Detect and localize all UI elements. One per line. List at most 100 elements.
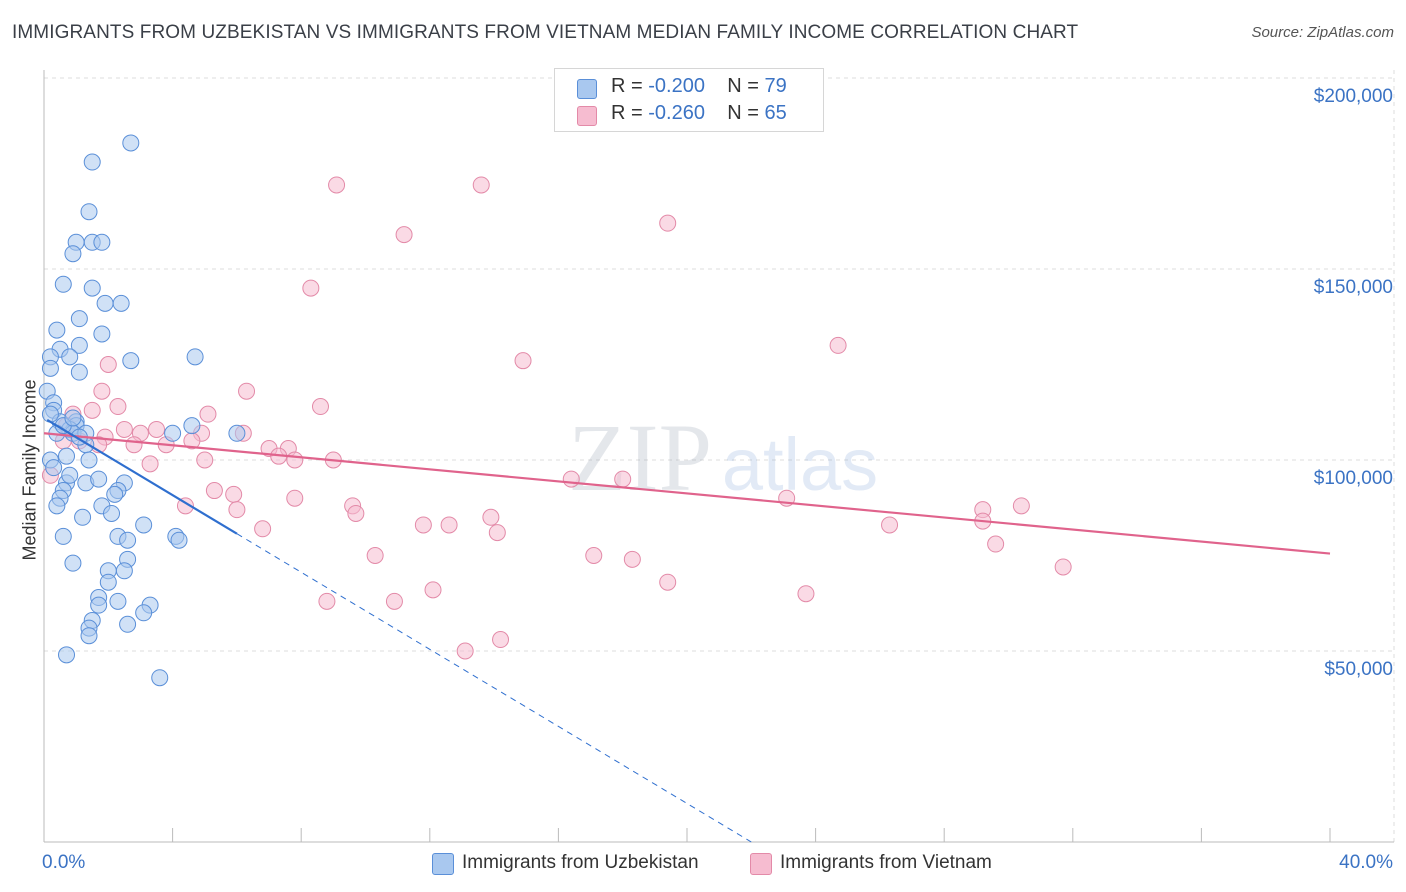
vietnam-point-59 <box>1054 558 1072 576</box>
uzbekistan-point-34 <box>228 424 246 442</box>
uzbekistan-point-32 <box>164 424 182 442</box>
vietnam-point-48 <box>482 508 500 526</box>
vietnam-point-5 <box>829 336 847 354</box>
uzbekistan-point-50 <box>135 516 153 534</box>
legend-vietnam-label: Immigrants from Vietnam <box>780 852 992 873</box>
vietnam-point-44 <box>228 501 246 519</box>
vietnam-point-16 <box>115 420 133 438</box>
uzbekistan-point-33 <box>183 417 201 435</box>
vietnam-point-58 <box>623 550 641 568</box>
vietnam-point-0 <box>472 176 490 194</box>
uzbekistan-point-12 <box>48 321 66 339</box>
uzbekistan-point-77 <box>103 504 121 522</box>
uzbekistan-point-75 <box>45 459 63 477</box>
uzbekistan-point-13 <box>93 325 111 343</box>
vietnam-point-4 <box>302 279 320 297</box>
uzbekistan-point-66 <box>119 615 137 633</box>
vietnam-point-49 <box>440 516 458 534</box>
uzbekistan-point-68 <box>80 627 98 645</box>
uzbekistan-point-8 <box>83 279 101 297</box>
uzbekistan-point-61 <box>109 592 127 610</box>
vietnam-point-10 <box>109 398 127 416</box>
vietnam-point-7 <box>99 356 117 373</box>
vietnam-r-label: R = <box>611 102 649 124</box>
uzbekistan-point-17 <box>61 348 79 366</box>
legend-vietnam-swatch <box>750 853 772 875</box>
vietnam-point-62 <box>797 585 815 603</box>
chart-title: IMMIGRANTS FROM UZBEKISTAN VS IMMIGRANTS… <box>12 22 1079 43</box>
vietnam-r-value: -0.260 <box>648 102 705 124</box>
vietnam-point-53 <box>488 524 506 542</box>
uzbekistan-n-label: N = <box>727 75 765 97</box>
vietnam-point-39 <box>225 485 243 503</box>
uzbekistan-point-10 <box>112 294 130 312</box>
legend-uzbekistan-swatch <box>432 853 454 875</box>
watermark-zip: ZIP <box>568 404 712 511</box>
x-tick-label-max: 40.0% <box>1339 852 1393 873</box>
uzbekistan-point-58 <box>115 562 133 580</box>
uzbekistan-point-54 <box>170 531 188 549</box>
legend-uzbekistan-label: Immigrants from Uzbekistan <box>462 852 699 873</box>
uzbekistan-point-78 <box>61 466 79 484</box>
uzbekistan-point-7 <box>54 275 72 293</box>
uzbekistan-point-36 <box>58 447 76 465</box>
vietnam-point-61 <box>424 581 442 599</box>
uzbekistan-point-19 <box>186 348 204 366</box>
vietnam-swatch <box>577 106 597 126</box>
uzbekistan-point-6 <box>64 245 82 263</box>
vietnam-point-51 <box>881 516 899 534</box>
vietnam-point-35 <box>562 470 580 488</box>
uzbekistan-point-48 <box>74 508 92 526</box>
x-tick-label-min: 0.0% <box>42 852 86 873</box>
uzbekistan-point-45 <box>106 485 124 503</box>
vietnam-point-6 <box>514 352 532 370</box>
vietnam-point-46 <box>1012 497 1030 515</box>
vietnam-point-32 <box>196 451 214 469</box>
vietnam-point-3 <box>395 226 413 244</box>
uzbekistan-point-71 <box>41 405 59 423</box>
vietnam-point-54 <box>254 520 272 538</box>
vietnam-point-65 <box>492 631 510 649</box>
vietnam-point-64 <box>385 592 403 610</box>
uzbekistan-point-70 <box>151 669 169 687</box>
vietnam-point-38 <box>205 482 223 500</box>
vietnam-point-36 <box>614 470 632 488</box>
uzbekistan-trend-extension <box>236 533 752 843</box>
uzbekistan-trend-line <box>46 418 238 535</box>
vietnam-point-63 <box>318 592 336 610</box>
uzbekistan-point-76 <box>80 451 98 469</box>
y-tick-label-150000: $150,000 <box>1313 277 1393 298</box>
y-tick-label-100000: $100,000 <box>1313 468 1393 489</box>
vietnam-point-17 <box>148 420 166 438</box>
vietnam-point-56 <box>366 547 384 564</box>
vietnam-point-47 <box>347 504 365 522</box>
uzbekistan-point-18 <box>122 352 140 370</box>
trend-lines <box>43 418 1331 843</box>
uzbekistan-point-15 <box>70 336 88 354</box>
vietnam-point-42 <box>176 497 194 515</box>
uzbekistan-point-46 <box>48 497 66 515</box>
uzbekistan-point-9 <box>96 294 114 312</box>
uzbekistan-r-value: -0.200 <box>648 75 705 97</box>
uzbekistan-point-20 <box>41 359 59 377</box>
uzbekistan-point-49 <box>54 527 72 545</box>
vietnam-point-31 <box>286 451 304 469</box>
watermark: ZIP atlas <box>568 404 878 511</box>
uzbekistan-point-69 <box>58 646 76 664</box>
uzbekistan-point-5 <box>93 233 111 251</box>
vietnam-point-34 <box>141 455 159 473</box>
vietnam-point-9 <box>93 382 111 400</box>
axes <box>43 70 1394 843</box>
uzbekistan-points <box>38 134 246 687</box>
vietnam-point-8 <box>238 382 256 400</box>
uzbekistan-point-11 <box>70 310 88 328</box>
vietnam-point-66 <box>456 642 474 660</box>
correlation-stats-box: R = -0.200 N = 79 R = -0.260 N = 65 <box>554 68 824 132</box>
vietnam-point-13 <box>199 405 217 423</box>
vietnam-point-50 <box>414 516 432 534</box>
uzbekistan-point-63 <box>90 596 108 614</box>
uzbekistan-point-21 <box>70 363 88 381</box>
source-label: Source: ZipAtlas.com <box>1251 24 1394 41</box>
watermark-atlas: atlas <box>722 423 878 506</box>
